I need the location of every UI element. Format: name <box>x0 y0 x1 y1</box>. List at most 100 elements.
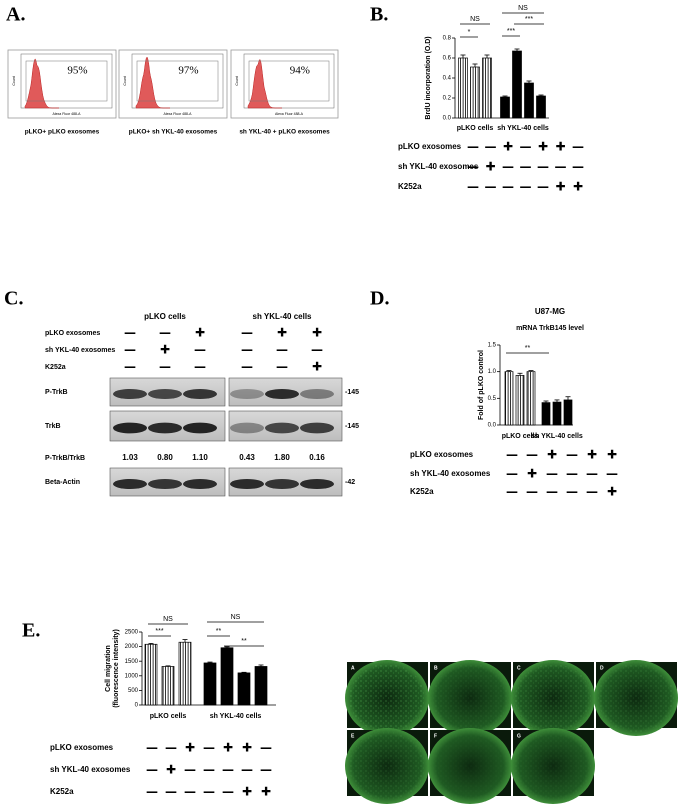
condition-mark: — <box>194 343 206 357</box>
flow-axes <box>131 53 224 109</box>
condition-mark: — <box>586 467 598 481</box>
y-axis-label: Count <box>12 76 16 85</box>
cells <box>432 664 508 732</box>
condition-mark: ✚ <box>503 140 513 154</box>
significance-label: NS <box>231 614 241 621</box>
significance-label: *** <box>507 28 515 35</box>
condition-mark: — <box>566 485 578 499</box>
bar <box>144 643 158 706</box>
condition-mark: — <box>276 343 288 357</box>
blot-band <box>113 478 147 490</box>
condition-mark: — <box>241 326 253 340</box>
blot-band <box>265 388 299 400</box>
bar <box>178 641 192 706</box>
cells <box>349 664 425 732</box>
blot-band <box>148 422 182 434</box>
panel-label: D. <box>370 288 389 310</box>
significance-label: ** <box>525 345 531 352</box>
flow-axes <box>243 53 335 109</box>
blot-band <box>265 478 299 490</box>
condition-mark: — <box>467 180 479 194</box>
group-label: pLKO cells <box>457 125 494 132</box>
bar <box>563 399 573 426</box>
y-tick-label: 1000 <box>125 673 139 679</box>
condition-mark: — <box>311 343 323 357</box>
blot-band <box>183 388 217 400</box>
bar <box>470 66 480 119</box>
condition-mark: — <box>184 763 196 777</box>
y-tick-label: 1.0 <box>488 369 497 375</box>
condition-mark: — <box>485 180 497 194</box>
significance-label: NS <box>470 16 480 23</box>
chart-title: U87-MG <box>535 307 565 316</box>
blot-band <box>300 388 334 400</box>
condition-mark: — <box>146 763 158 777</box>
flow-axes <box>20 53 113 109</box>
significance-label: *** <box>525 16 533 23</box>
condition-mark: — <box>184 785 196 799</box>
condition-mark: — <box>606 467 618 481</box>
condition-mark: — <box>555 160 567 174</box>
bar <box>458 57 468 119</box>
cells <box>349 732 425 800</box>
condition-label: sh YKL-40 exosomes <box>410 469 491 478</box>
size-label: -145 <box>345 389 359 396</box>
condition-mark: ✚ <box>185 741 195 755</box>
condition-mark: — <box>502 180 514 194</box>
condition-mark: ✚ <box>573 180 583 194</box>
bar <box>220 647 234 706</box>
histogram <box>247 58 282 109</box>
cells <box>515 664 591 732</box>
y-tick-label: 0.0 <box>488 423 497 429</box>
condition-mark: — <box>159 326 171 340</box>
y-axis-title: Fold of pLKO control <box>478 350 485 420</box>
y-tick-label: 0.4 <box>443 76 452 82</box>
condition-mark: ✚ <box>277 326 287 340</box>
condition-mark: — <box>506 485 518 499</box>
condition-label: pLKO exosomes <box>45 330 100 337</box>
bar <box>526 371 536 426</box>
y-axis-title: BrdU incorporation (O.D) <box>425 36 432 119</box>
condition-mark: — <box>537 160 549 174</box>
condition-mark: — <box>159 360 171 374</box>
caption: pLKO+ pLKO exosomes <box>25 129 100 136</box>
bar <box>552 401 562 426</box>
condition-mark: — <box>276 360 288 374</box>
gate <box>248 60 330 102</box>
gate-percent: 97% <box>178 65 198 77</box>
condition-mark: — <box>526 485 538 499</box>
blot-band <box>230 422 264 434</box>
image-label: F <box>434 733 437 739</box>
condition-mark: — <box>572 140 584 154</box>
condition-mark: ✚ <box>312 360 322 374</box>
bar <box>512 50 522 119</box>
image-label: B <box>434 665 438 671</box>
condition-mark: — <box>165 741 177 755</box>
blot-band <box>113 388 147 400</box>
condition-mark: ✚ <box>527 467 537 481</box>
bar <box>203 662 217 706</box>
y-tick-label: 2500 <box>125 630 139 636</box>
size-label: -145 <box>345 423 359 430</box>
y-axis-title: (fluorescence intensity) <box>113 629 120 708</box>
y-tick-label: 0 <box>135 703 139 709</box>
condition-mark: — <box>566 448 578 462</box>
image-label: C <box>517 665 521 671</box>
condition-mark: — <box>203 741 215 755</box>
y-tick-label: 0.0 <box>443 116 452 122</box>
condition-label: sh YKL-40 exosomes <box>398 162 479 171</box>
condition-mark: — <box>566 467 578 481</box>
blot-band <box>148 388 182 400</box>
condition-label: pLKO exosomes <box>50 743 114 752</box>
condition-mark: — <box>146 785 158 799</box>
condition-mark: — <box>124 343 136 357</box>
histogram <box>135 56 170 109</box>
condition-label: K252a <box>50 787 74 796</box>
panel-label: E. <box>22 620 40 642</box>
bar <box>504 371 514 426</box>
condition-mark: — <box>502 160 514 174</box>
condition-mark: — <box>520 140 532 154</box>
gate <box>136 60 219 102</box>
condition-mark: — <box>222 763 234 777</box>
